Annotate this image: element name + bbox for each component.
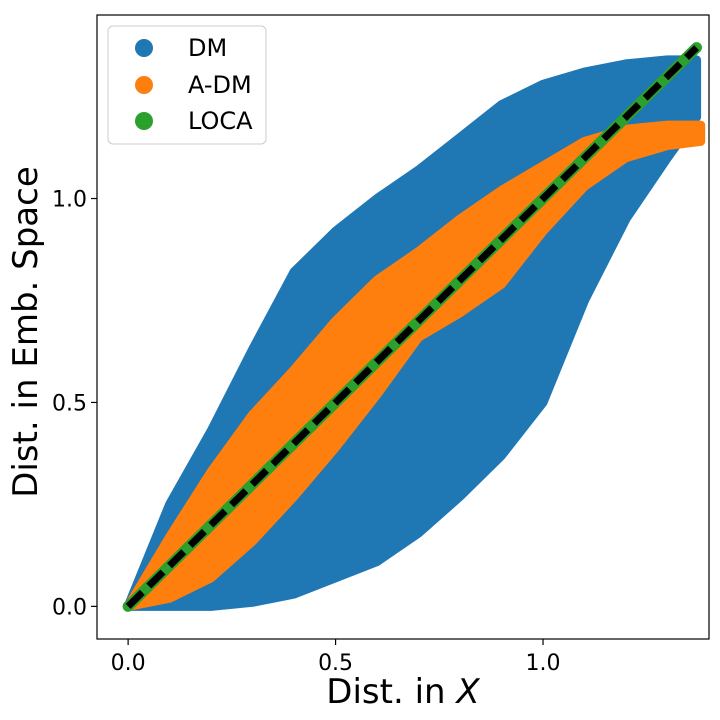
y-tick-label: 1.0 [52, 188, 87, 213]
x-axis-label-variable: X [454, 672, 480, 712]
y-axis-label: Dist. in Emb. Space [6, 166, 46, 498]
legend-label-dm: DM [188, 34, 227, 62]
legend-marker-a-dm [135, 76, 153, 94]
y-axis-ticks: 0.0 0.5 1.0 [52, 188, 97, 620]
series-a-dm-points [123, 120, 706, 611]
x-tick-label: 1.0 [526, 651, 561, 676]
plot-frame [96, 14, 710, 640]
y-tick-label: 0.5 [52, 391, 87, 416]
x-axis-label: Dist. in X [326, 672, 480, 712]
legend-label-loca: LOCA [188, 107, 253, 135]
x-axis-label-prefix: Dist. in [326, 672, 456, 712]
x-tick-label: 0.5 [318, 651, 353, 676]
reference-identity-line [125, 45, 700, 609]
x-axis-ticks: 0.0 0.5 1.0 [111, 639, 561, 676]
x-tick-label: 0.0 [111, 651, 146, 676]
legend-label-a-dm: A-DM [188, 71, 252, 99]
legend-marker-dm [135, 39, 153, 57]
plot-area [122, 42, 706, 612]
y-tick-label: 0.0 [52, 595, 87, 620]
legend-marker-loca [135, 112, 153, 130]
legend: DM A-DM LOCA [107, 25, 267, 145]
